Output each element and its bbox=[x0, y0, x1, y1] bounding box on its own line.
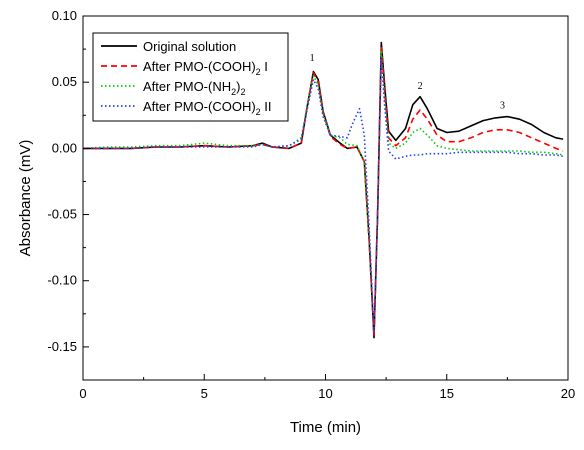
y-axis: 0.10 0.05 0.00 -0.05 -0.10 -0.15 bbox=[47, 8, 89, 354]
peak-label: 3 bbox=[500, 101, 505, 112]
legend: Original solution After PMO-(COOH)2 I Afte… bbox=[92, 32, 289, 122]
legend-label: Original solution bbox=[143, 39, 236, 54]
y-tick-label: -0.10 bbox=[47, 273, 77, 288]
series-line-4 bbox=[83, 57, 564, 335]
x-tick-label: 15 bbox=[440, 386, 454, 401]
series-lines bbox=[82, 41, 564, 339]
legend-label: After PMO-(COOH)2 I bbox=[143, 59, 268, 77]
x-axis-title: Time (min) bbox=[290, 419, 361, 436]
x-tick-label: 20 bbox=[561, 386, 575, 401]
peak-annotations: 1 2 3 bbox=[310, 53, 505, 112]
x-axis: 0 5 10 15 20 bbox=[79, 374, 575, 401]
y-tick-label: -0.05 bbox=[47, 207, 77, 222]
peak-label: 2 bbox=[418, 81, 423, 92]
y-tick-label: -0.15 bbox=[47, 339, 77, 354]
y-tick-label: 0.05 bbox=[52, 74, 77, 89]
y-axis-title: Absorbance (mV) bbox=[17, 140, 34, 257]
y-tick-label: 0.00 bbox=[52, 140, 77, 155]
peak-label: 1 bbox=[310, 53, 315, 64]
y-tick-label: 0.10 bbox=[52, 8, 77, 23]
x-tick-label: 5 bbox=[201, 386, 208, 401]
x-tick-label: 0 bbox=[79, 386, 86, 401]
legend-label: After PMO-(COOH)2 II bbox=[143, 99, 272, 117]
x-tick-label: 10 bbox=[318, 386, 332, 401]
legend-label: After PMO-(NH2)2 bbox=[143, 79, 246, 97]
